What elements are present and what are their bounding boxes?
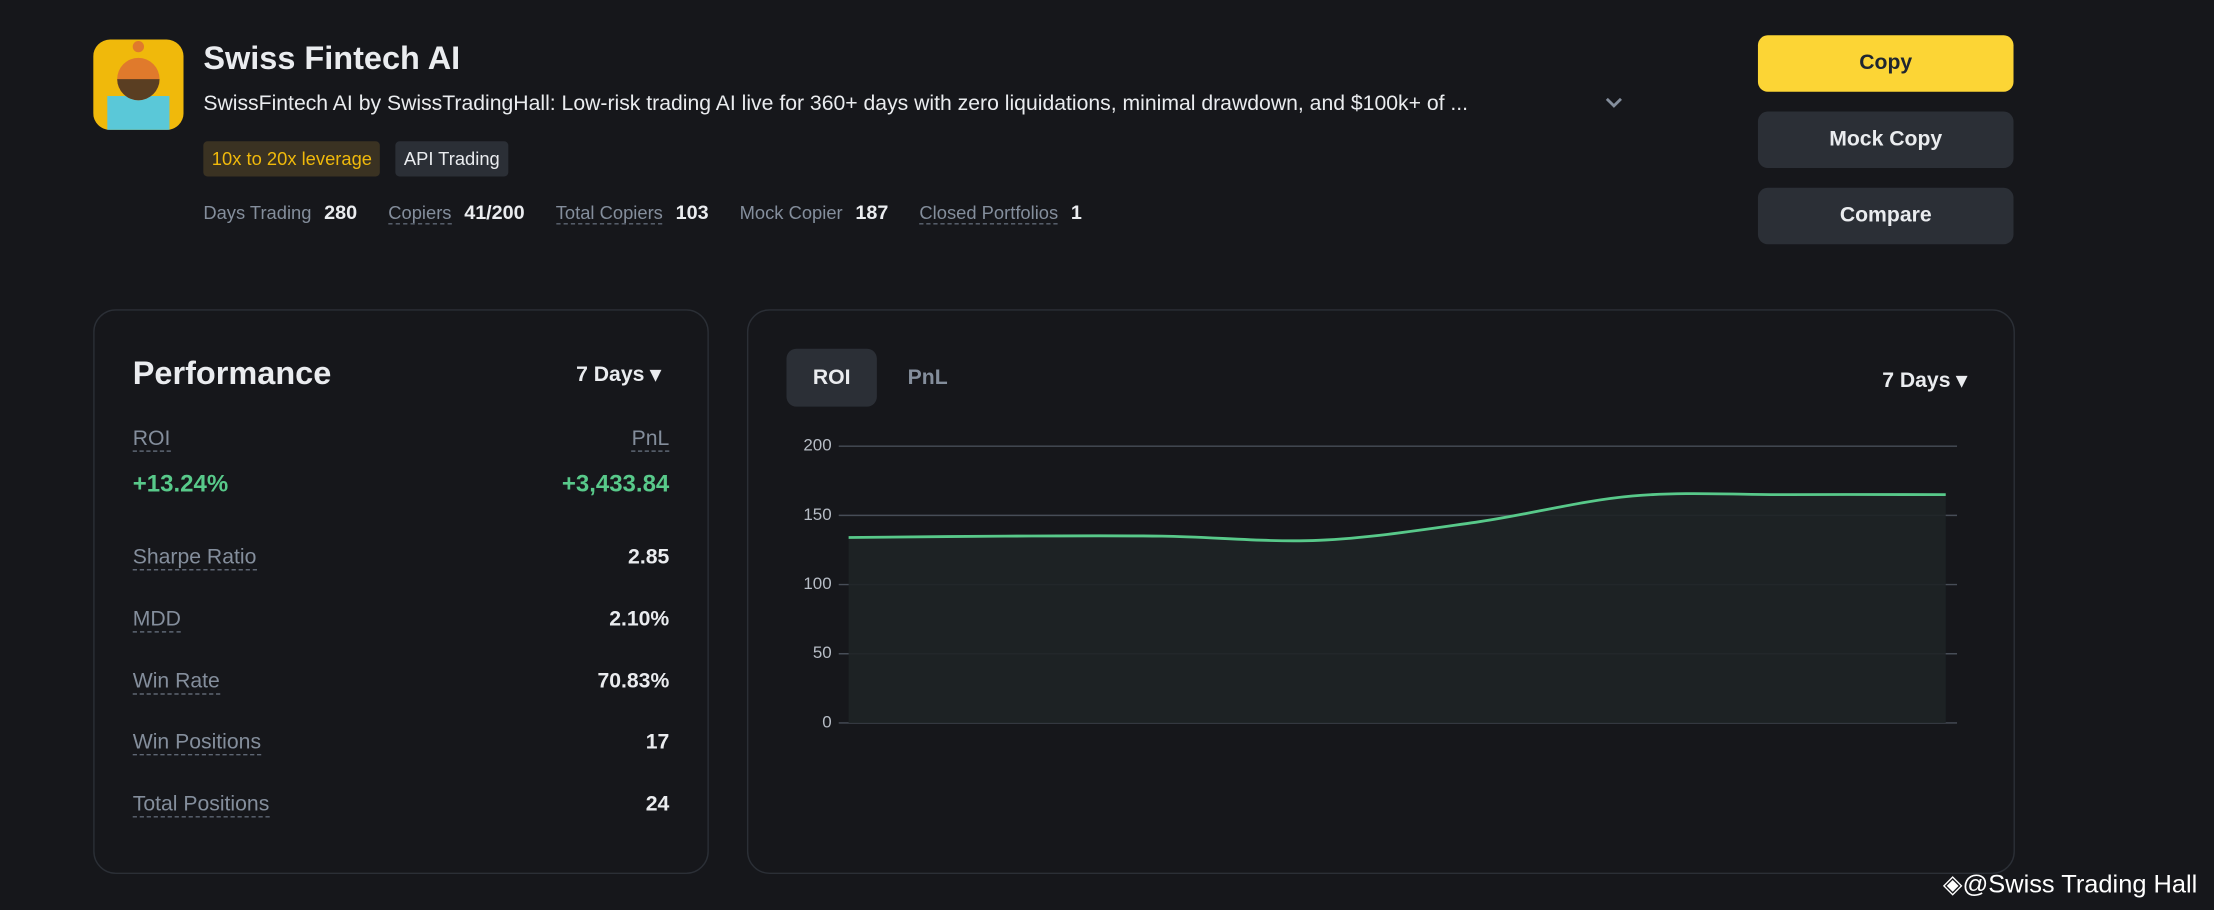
roi-tab[interactable]: ROI: [786, 348, 877, 407]
metric-label: Win Rate: [132, 669, 220, 695]
trader-name: Swiss Fintech AI: [203, 39, 461, 77]
tag: 10x to 20x leverage: [203, 141, 381, 177]
stat-value: 280: [324, 200, 358, 224]
pnl-tab[interactable]: PnL: [907, 365, 948, 390]
performance-title: Performance: [132, 354, 332, 392]
y-tick-label: 200: [803, 436, 831, 455]
stat-label: Closed Portfolios: [919, 201, 1059, 225]
stat-value: 187: [855, 200, 889, 224]
watermark-text: @Swiss Trading Hall: [1962, 869, 2198, 899]
stat-label: Days Trading: [203, 201, 312, 224]
line: [848, 492, 1946, 543]
pnl-label: PnL: [631, 426, 670, 452]
period: 7 Days: [576, 362, 645, 387]
metric-row: MDD 2.10%: [132, 607, 670, 633]
stat: Days Trading 280: [203, 201, 357, 224]
stat: Copiers 41/200: [388, 200, 525, 225]
tag: API Trading: [395, 141, 509, 177]
metric-value: 2.85: [628, 545, 670, 570]
pnl-value: +3,433.84: [561, 470, 670, 498]
y-tick-label: 50: [813, 643, 832, 662]
stat: Closed Portfolios 1: [919, 200, 1082, 225]
copy-button[interactable]: Copy: [1757, 35, 2014, 92]
y-tick-label: 0: [822, 712, 831, 731]
roi-pnl-labels: ROI PnL: [132, 426, 670, 452]
avatar: [93, 39, 184, 130]
expand-icon[interactable]: [1604, 96, 1624, 110]
metric-label: Total Positions: [132, 792, 270, 818]
roi-pnl-values: +13.24% +3,433.84: [133, 470, 670, 498]
roi-label: ROI: [132, 426, 171, 452]
period-select[interactable]: 7 Days ▾: [576, 362, 661, 387]
area: [848, 493, 1946, 723]
metric-label: Sharpe Ratio: [132, 545, 257, 571]
stat-value: 103: [675, 200, 709, 224]
performance-card: [93, 309, 709, 875]
stat-value: 41/200: [464, 200, 525, 224]
metric-value: 2.10%: [609, 607, 670, 632]
chart-period-select[interactable]: 7 Days ▾: [1882, 368, 1968, 393]
y-tick-label: 150: [803, 505, 831, 524]
stat-label: Copiers: [388, 201, 452, 225]
y-tick-label: 100: [803, 574, 831, 593]
roi-value: +13.24%: [132, 470, 229, 498]
compare-button[interactable]: Compare: [1757, 187, 2014, 245]
stat: Total Copiers 103: [555, 200, 709, 225]
metric-label: Win Positions: [132, 730, 262, 756]
metric-row: Total Positions 24: [132, 792, 670, 818]
period: 7 Days: [1882, 368, 1951, 393]
metric-row: Win Positions 17: [132, 730, 670, 756]
metric-value: 24: [645, 792, 670, 817]
metric-row: Sharpe Ratio 2.85: [132, 545, 670, 571]
stat: Mock Copier 187: [740, 201, 889, 224]
stats: Days Trading 280 Copiers 41/200 Total Copi…: [203, 200, 1082, 225]
metric-label: MDD: [132, 607, 181, 633]
mock-copy-button[interactable]: Mock Copy: [1757, 111, 2014, 169]
chart-card: [746, 309, 2015, 875]
metric-value: 70.83%: [597, 669, 670, 694]
stat-value: 1: [1070, 200, 1082, 224]
metric-row: Win Rate 70.83%: [132, 669, 670, 695]
stat-label: Total Copiers: [555, 201, 663, 225]
watermark: ◈@Swiss Trading Hall: [1942, 869, 2198, 899]
stat-label: Mock Copier: [739, 201, 843, 224]
metric-value: 17: [645, 730, 670, 755]
description: SwissFintech AI by SwissTradingHall: Low…: [203, 91, 1469, 116]
